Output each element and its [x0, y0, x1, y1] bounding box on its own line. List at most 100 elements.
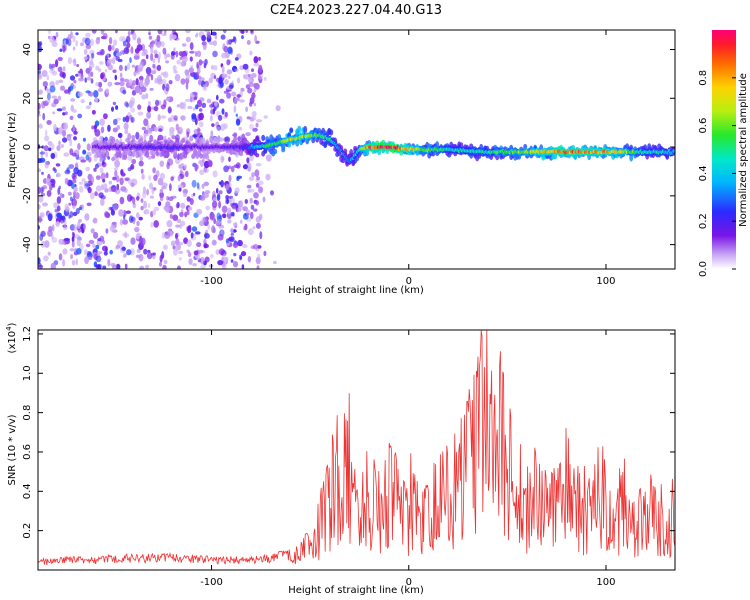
spectrogram-cell — [142, 191, 147, 199]
spectrogram-cell — [203, 168, 209, 173]
spectrogram-cell — [254, 169, 260, 178]
spectrogram-cell — [75, 208, 80, 215]
spectrogram-cell — [76, 64, 80, 67]
spectrogram-cell — [248, 188, 255, 193]
spectrogram-cell — [50, 262, 56, 269]
spectrogram-frame — [37, 29, 676, 270]
spectrogram-cell — [47, 251, 51, 256]
spectrogram-cell — [224, 79, 229, 85]
spectrogram-cell — [38, 168, 42, 172]
spectrogram-cell — [165, 206, 170, 213]
spectrogram-cell — [63, 152, 70, 157]
spectrogram-cell — [56, 172, 61, 178]
spectrogram-cell — [145, 151, 150, 158]
spectrogram-cell — [111, 106, 114, 112]
spectrogram-cell — [77, 113, 83, 119]
spectrogram-cell — [62, 259, 66, 267]
spectrogram-cell — [341, 158, 346, 164]
spectrogram-cell — [73, 186, 78, 192]
spectrogram-cell — [64, 169, 71, 175]
spectrogram-cell — [201, 183, 205, 189]
spectrogram-cell — [86, 143, 91, 151]
spectrogram-cell — [42, 81, 48, 87]
spectrogram-cell — [255, 122, 259, 128]
spectrogram-cell — [161, 232, 166, 239]
spectrogram-cell — [263, 250, 267, 257]
spectrogram-cell — [182, 43, 187, 47]
spectrogram-cell — [81, 178, 86, 183]
spectrogram-cell — [48, 225, 53, 232]
spectrogram-cell — [126, 62, 131, 70]
spectrogram-cell — [169, 213, 173, 219]
spectrogram-cell — [122, 40, 127, 47]
spectrogram-cell — [100, 48, 105, 56]
spectrogram-cell — [254, 35, 257, 43]
spectrogram-cell — [152, 63, 156, 69]
spectrogram-cell — [100, 184, 105, 191]
spectrogram-cell — [160, 104, 166, 110]
spectrogram-cell — [227, 219, 232, 224]
spectrogram-cell — [72, 211, 78, 217]
y-tick-label: 0.8 — [22, 405, 33, 421]
spectrogram-cell — [163, 135, 167, 140]
spectrogram-cell — [226, 92, 232, 99]
snr-frame — [37, 329, 676, 571]
spectrogram-cell — [150, 46, 154, 54]
spectrogram-cell — [273, 148, 278, 155]
spectrogram-cell — [180, 78, 186, 85]
y-tick-label: -40 — [22, 236, 33, 252]
spectrogram-cell — [252, 226, 256, 230]
spectrogram-cell — [152, 167, 156, 174]
y-tick-label: 0 — [22, 144, 33, 150]
spectrogram-cell — [177, 184, 184, 189]
spectrogram-cell — [233, 252, 237, 257]
spectrogram-cell — [137, 64, 144, 72]
spectrogram-cell — [124, 263, 128, 269]
spectrogram-cell — [163, 244, 168, 250]
spectrogram-cell — [58, 79, 64, 84]
spectrogram-cell — [58, 140, 61, 146]
spectrogram-cell — [85, 32, 91, 38]
spectrogram-cell — [203, 243, 209, 249]
spectrogram-cell — [112, 127, 118, 133]
spectrogram-cell — [57, 56, 63, 62]
spectrogram-cell — [221, 73, 228, 79]
spectrogram-cell — [94, 97, 99, 103]
spectrogram-cell — [245, 209, 251, 216]
y-tick-label: 0.4 — [22, 483, 33, 499]
spectrogram-cell — [261, 134, 266, 141]
spectrogram-cell — [239, 30, 244, 33]
x-tick-label: 0 — [406, 276, 412, 287]
snr-panel: -100 0 100 0.2 0.4 0.6 0.8 1.0 1.2 Height of st… — [5, 322, 676, 596]
spectrogram-cell — [87, 173, 93, 181]
spectrogram-cell — [303, 125, 308, 134]
spectrogram-cell — [232, 36, 236, 41]
spectrogram-cell — [136, 248, 141, 254]
spectrogram-cell — [193, 96, 197, 101]
spectrogram-cell — [76, 248, 82, 255]
spectrogram-cell — [211, 225, 216, 234]
spectrogram-cell — [245, 132, 251, 137]
spectrogram-cell — [42, 185, 48, 190]
spectrogram-cell — [143, 210, 147, 215]
spectrogram-cell — [78, 219, 82, 223]
spectrogram-x-ticks: -100 0 100 — [200, 30, 616, 287]
spectrogram-cell — [41, 171, 44, 175]
spectrogram-cell — [246, 40, 251, 45]
spectrogram-cell — [234, 57, 239, 61]
spectrogram-cell — [158, 261, 163, 267]
spectrogram-cell — [131, 158, 137, 165]
spectrogram-cell — [235, 162, 241, 169]
spectrogram-cell — [59, 192, 63, 199]
spectrogram-cell — [224, 111, 228, 118]
spectrogram-cell — [113, 167, 119, 171]
spectrogram-cell — [56, 108, 63, 112]
spectrogram-cell — [220, 34, 226, 40]
spectrogram-cell — [147, 203, 151, 209]
spectrogram-cell — [80, 224, 85, 230]
spectrogram-cell — [139, 156, 144, 162]
spectrogram-cell — [90, 78, 94, 84]
spectrogram-cell — [150, 221, 154, 228]
spectrogram-cell — [131, 151, 136, 158]
spectrogram-cell — [38, 113, 41, 117]
